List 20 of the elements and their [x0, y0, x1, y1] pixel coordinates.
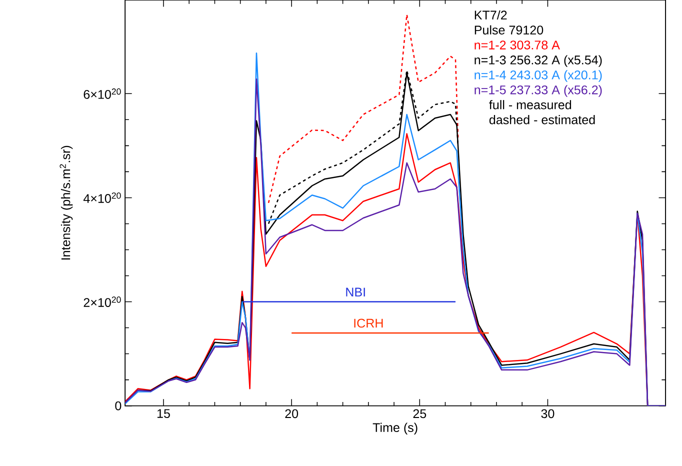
x-tick-label: 25 [413, 409, 426, 418]
x-axis-title: Time (s) [372, 422, 418, 435]
text: n=1-4 243.03 A (x20.1) [474, 70, 602, 82]
x-tick-label: 30 [541, 409, 554, 418]
text: n=1-3 256.32 A (x5.54) [474, 55, 602, 67]
text: n=1-2 303.78 A [474, 40, 560, 50]
x-tick-label: 15 [157, 409, 170, 418]
annotation: dashed - estimated [489, 115, 595, 124]
annotation: ICRH [354, 318, 383, 328]
x-tick-label: 20 [285, 409, 298, 418]
annotation: full - measured [489, 100, 572, 110]
annotation: Pulse 79120 [474, 25, 544, 35]
text: n=1-5 237.33 A (x56.2) [474, 85, 602, 97]
y-tick-label: 4×10$^{20}$ [83, 192, 121, 203]
annotation: KT7/2 [474, 10, 507, 20]
y-axis-title: Intensity (ph/s.m$^{2}$.sr) [60, 146, 73, 260]
annotation: NBI [346, 288, 365, 296]
y-tick-label: 2×10$^{20}$ [84, 296, 121, 308]
y-tick-label: 0 [115, 401, 122, 410]
y-tick-label: 6×10$^{20}$ [84, 88, 121, 99]
